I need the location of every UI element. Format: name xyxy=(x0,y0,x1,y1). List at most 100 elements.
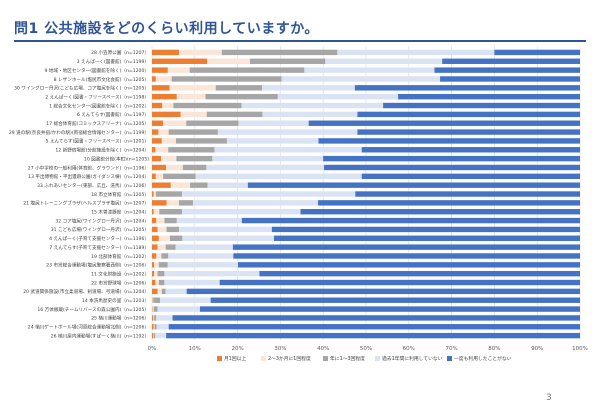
bar-segment xyxy=(361,147,580,153)
bar-segment xyxy=(152,76,156,82)
bar-segment xyxy=(206,111,263,118)
bar-segment xyxy=(262,111,358,118)
category-label: 26 楢川屋内運動場(すぱーく楢川)（n=1192） xyxy=(51,332,149,339)
category-label: 1 総合文化センター(図書館を除く)（n=1202） xyxy=(49,102,149,109)
category-label: 8 レザンホール(塩尻市文化会館)（n=1205） xyxy=(54,76,149,83)
bar-segment xyxy=(180,111,207,118)
bar-segment xyxy=(155,147,169,153)
bar-segment xyxy=(155,173,164,180)
x-tick-label: 40% xyxy=(317,346,329,352)
category-label: 25 楢川運動場（n=1206） xyxy=(91,315,149,322)
category-label: 15 木曽漆器館（n=1204） xyxy=(91,209,149,216)
legend-entry: 年に1～3回程度 xyxy=(330,355,365,362)
bar-segment xyxy=(152,244,158,250)
bar-segment xyxy=(210,297,581,303)
bar-segment xyxy=(383,102,580,109)
category-label: 31 こども広場(ワイングロー丹沢)（n=1205） xyxy=(51,226,149,233)
bar-segment xyxy=(172,315,580,321)
page-title: 問1 公共施設をどのくらい利用していますか。 xyxy=(14,21,319,37)
category-label: 33 ふれあいセンター(東部、広丘、洗馬)（n=1206） xyxy=(37,182,149,189)
bar-segment xyxy=(166,332,580,339)
bar-segment xyxy=(271,226,580,233)
bar-segment xyxy=(162,102,174,109)
bar-segment xyxy=(189,67,305,73)
bar-segment xyxy=(152,315,154,321)
bar-segment xyxy=(168,129,218,135)
bar-segment xyxy=(176,155,213,162)
bar-segment xyxy=(152,49,179,56)
bar-segment xyxy=(324,164,580,171)
bar-segment xyxy=(300,209,580,215)
bar-segment xyxy=(152,297,154,303)
bar-segment xyxy=(153,191,156,197)
bar-segment xyxy=(181,191,356,197)
bar-segment xyxy=(304,67,435,73)
bar-segment xyxy=(232,244,580,250)
bar-segment xyxy=(154,324,157,330)
x-tick-label: 70% xyxy=(445,346,457,352)
bar-segment xyxy=(161,288,166,295)
page-number: 3 xyxy=(546,393,552,403)
category-label: 27 小中学校の一般利用(体育館、グラウンド)（n=1196） xyxy=(28,164,149,171)
bar-segment xyxy=(156,324,169,330)
bar-segment xyxy=(167,262,239,268)
bar-segment xyxy=(152,270,155,277)
bar-segment xyxy=(181,209,301,215)
bar-segment xyxy=(154,270,158,277)
bar-segment xyxy=(152,182,171,188)
bar-segment xyxy=(171,76,282,82)
bar-segment xyxy=(238,262,580,268)
bar-segment xyxy=(152,253,157,259)
category-label: 20 武道関係施設(市立柔道場、剣道場、弓道場)（n=1204） xyxy=(23,288,149,295)
bar-segment xyxy=(160,297,211,303)
bar-segment xyxy=(152,93,177,100)
bar-segment xyxy=(153,315,155,321)
category-label: 7 えんてらす(子育て支援センター)（n=1189） xyxy=(49,244,149,251)
legend-entry: 過去1年間に利用していない xyxy=(382,355,443,362)
bar-segment xyxy=(156,217,165,224)
bar-segment xyxy=(156,253,162,259)
category-label: 18 市立体育館（n=1205） xyxy=(91,191,149,198)
bar-segment xyxy=(182,164,207,171)
bar-segment xyxy=(163,173,196,180)
bar-segment xyxy=(152,217,157,224)
legend-swatch xyxy=(323,356,328,362)
x-tick-label: 0% xyxy=(148,346,157,352)
x-tick-label: 20% xyxy=(231,346,243,352)
bar-segment xyxy=(173,102,242,109)
category-label: 21 塩尻トレーニングプラザ(ヘルスプラザ塩尻)（n=1207） xyxy=(23,200,149,207)
bar-segment xyxy=(195,173,362,180)
bar-segment xyxy=(186,120,239,126)
bar-segment xyxy=(169,235,183,241)
bar-segment xyxy=(233,253,580,259)
category-label: 28 小笠原公園（n=1207） xyxy=(91,49,149,56)
bar-segment xyxy=(357,129,580,135)
x-tick-label: 90% xyxy=(531,346,543,352)
bar-segment xyxy=(159,209,182,215)
legend-swatch xyxy=(375,356,380,362)
bar-segment xyxy=(158,129,169,135)
bar-segment xyxy=(153,297,161,303)
category-label: 17 総合体育館(コミックスアリーナ)（n=1205） xyxy=(46,120,149,127)
bar-segment xyxy=(308,120,580,126)
bar-segment xyxy=(157,226,167,233)
bar-segment xyxy=(167,67,190,73)
bar-segment xyxy=(152,111,181,118)
x-tick-label: 60% xyxy=(403,346,415,352)
bar-segment xyxy=(164,279,220,286)
bar-segment xyxy=(193,200,319,206)
bar-segment xyxy=(155,76,172,82)
bar-segment xyxy=(190,182,208,188)
bar-segment xyxy=(152,102,163,109)
bar-segment xyxy=(168,253,234,259)
category-label: 29 道の駅(奈良井宿/かわの駅)(両宿総合情報センター)（n=1199） xyxy=(9,129,149,136)
category-label: 14 本洗馬歴史の里（n=1203） xyxy=(82,297,149,304)
legend-swatch xyxy=(447,356,452,362)
category-label: 6 えんてらす(図書館)（n=1197） xyxy=(77,111,149,118)
bar-segment xyxy=(354,85,580,91)
x-tick-label: 80% xyxy=(488,346,500,352)
bar-segment xyxy=(153,324,155,330)
bar-segment xyxy=(170,182,191,188)
bar-segment xyxy=(165,288,187,295)
bar-segment xyxy=(152,138,162,144)
